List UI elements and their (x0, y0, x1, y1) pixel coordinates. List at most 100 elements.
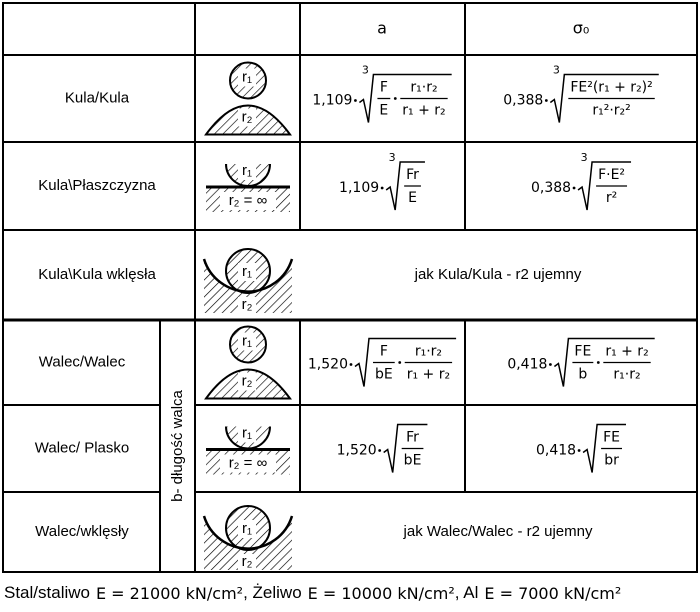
material-name: , Żeliwo (243, 583, 302, 602)
label-bg (238, 424, 256, 443)
numerator: Fr (406, 167, 419, 183)
denominator: bE (404, 453, 422, 469)
dot (349, 363, 353, 366)
icon-label: r₁ (242, 424, 252, 441)
icon-label: r₂ (242, 553, 253, 570)
numerator: F·E² (598, 167, 625, 183)
coefficient: 1,109 (312, 93, 352, 109)
icon-label: r₂ (242, 296, 253, 313)
denominator: bE (375, 367, 393, 383)
label-bg (238, 68, 256, 87)
side-label: b- długość walca (169, 389, 186, 501)
radical (358, 73, 452, 123)
icon-label: r₂ (242, 108, 253, 125)
row-label: Kula\Kula wklęsła (38, 266, 156, 283)
numerator: FE (603, 430, 620, 446)
dot (354, 99, 357, 102)
material-modulus: E = 7000 kN/cm² (484, 584, 621, 603)
radical (582, 423, 626, 473)
footer: Stal/staliwo E = 21000 kN/cm², Żeliwo E = … (4, 583, 621, 602)
icon-label: r₁ (242, 332, 252, 349)
dot (398, 361, 402, 364)
material-modulus: E = 21000 kN/cm² (96, 584, 243, 603)
icon-label: r₂ (242, 372, 253, 389)
table-border (2, 2, 698, 573)
icon-label: r₁ (242, 162, 252, 179)
dot (544, 99, 548, 102)
radical (577, 161, 632, 211)
label-bg (238, 108, 256, 127)
label-bg (238, 554, 256, 570)
material-name: Stal/staliwo (4, 583, 90, 602)
icon-label: r₁ (242, 68, 252, 85)
radical (553, 337, 655, 387)
label-bg (238, 332, 256, 351)
numerator: Fr (406, 430, 419, 446)
contact-icon: r₁ r₂ = ∞ (206, 424, 290, 475)
icon-label: r₂ = ∞ (229, 454, 268, 471)
body-lower (204, 259, 292, 313)
numerator: FE²(r₁ + r₂)² (570, 80, 652, 96)
label-bg (238, 263, 256, 281)
radical (385, 161, 425, 211)
formula: 1,520 Fr bE (337, 423, 428, 473)
denominator: r₁²·r₂² (592, 103, 630, 119)
denominator: E (408, 190, 417, 206)
numerator: F (380, 80, 388, 96)
contact-icon: r₁ r₂ (204, 325, 292, 400)
contact-icon: r₁ r₂ (202, 505, 294, 570)
denominator: b (578, 367, 587, 383)
header-cell: σ₀ (573, 19, 590, 38)
dot (380, 186, 384, 190)
formula: 0,388 3 F·E² r² (531, 151, 632, 211)
denominator: br (604, 453, 619, 469)
formula: 0,418 FE b r₁ + r₂ r₁·r₂ (507, 337, 655, 387)
label-bg (238, 372, 256, 391)
header-cell: a (377, 19, 387, 38)
note: jak Kula/Kula - r2 ujemny (414, 266, 582, 283)
contact-icon: r₁ r₂ = ∞ (206, 162, 290, 212)
row-label: Walec/ Plasko (35, 439, 129, 456)
formula: 0,388 3 FE²(r₁ + r₂)² r₁²·r₂² (503, 64, 659, 123)
material-modulus: E = 10000 kN/cm² (308, 584, 455, 603)
numerator: r₁·r₂ (410, 80, 437, 96)
coefficient: 0,418 (507, 357, 547, 373)
icon-label: r₁ (242, 263, 252, 280)
radical (383, 423, 428, 473)
label-bg (220, 454, 276, 473)
dot (596, 361, 600, 364)
numerator: r₁ + r₂ (605, 344, 648, 360)
dot (549, 363, 552, 366)
label-bg (220, 192, 276, 210)
radical (354, 337, 457, 387)
dot (577, 449, 581, 452)
icon-label: r₂ = ∞ (229, 192, 268, 209)
numerator: r₁·r₂ (415, 344, 442, 360)
denominator: r₁ + r₂ (402, 103, 445, 119)
radical (549, 73, 659, 123)
root-index: 3 (389, 151, 396, 164)
row-label: Walec/wklęsły (35, 523, 129, 540)
label-bg (238, 162, 256, 180)
icon-label: r₁ (242, 520, 252, 537)
coefficient: 1,520 (308, 357, 348, 373)
body-lower (204, 516, 292, 570)
denominator: r₁ + r₂ (407, 367, 450, 383)
contact-icon: r₁ r₂ (204, 61, 292, 136)
root-index: 3 (581, 151, 588, 164)
dot (393, 97, 397, 100)
denominator: r² (606, 190, 617, 206)
row-label: Walec/Walec (39, 353, 126, 370)
row-label: Kula\Płaszczyzna (38, 177, 156, 194)
coefficient: 1,109 (339, 180, 379, 196)
numerator: FE (574, 344, 591, 360)
denominator: E (379, 103, 388, 119)
dot (378, 449, 382, 452)
contact-icon: r₁ r₂ (202, 248, 294, 313)
root-index: 3 (362, 64, 369, 77)
coefficient: 0,388 (503, 93, 543, 109)
root-index: 3 (553, 64, 560, 77)
